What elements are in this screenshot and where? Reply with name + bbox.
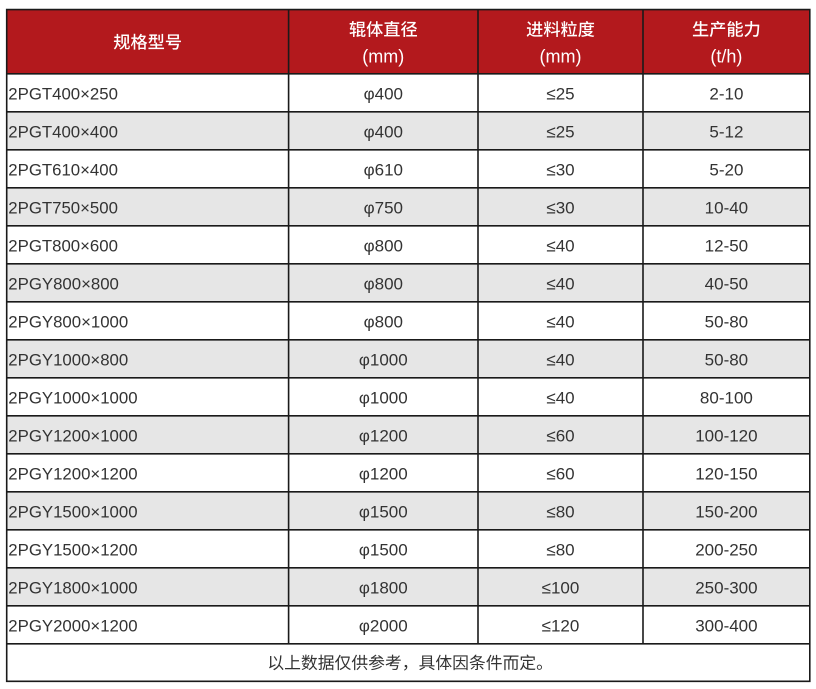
svg-text:φ1500: φ1500 — [359, 540, 408, 559]
svg-text:2PGY2000×1200: 2PGY2000×1200 — [8, 616, 137, 635]
svg-text:2PGY1000×800: 2PGY1000×800 — [8, 350, 128, 369]
svg-text:≤120: ≤120 — [542, 616, 580, 635]
svg-text:150-200: 150-200 — [695, 502, 757, 521]
svg-text:φ400: φ400 — [364, 122, 403, 141]
svg-text:2PGY1500×1200: 2PGY1500×1200 — [8, 540, 137, 559]
svg-text:2PGT400×400: 2PGT400×400 — [8, 122, 118, 141]
svg-text:φ800: φ800 — [364, 274, 403, 293]
svg-text:φ750: φ750 — [364, 198, 403, 217]
svg-text:2PGY1000×1000: 2PGY1000×1000 — [8, 388, 137, 407]
svg-text:φ1500: φ1500 — [359, 502, 408, 521]
svg-text:≤30: ≤30 — [546, 198, 574, 217]
svg-text:φ1200: φ1200 — [359, 426, 408, 445]
svg-text:2PGY1200×1200: 2PGY1200×1200 — [8, 464, 137, 483]
svg-text:2PGT400×250: 2PGT400×250 — [8, 84, 118, 103]
svg-text:(mm): (mm) — [540, 46, 582, 66]
svg-text:120-150: 120-150 — [695, 464, 757, 483]
svg-text:≤100: ≤100 — [542, 578, 580, 597]
svg-text:100-120: 100-120 — [695, 426, 757, 445]
svg-text:2PGT750×500: 2PGT750×500 — [8, 198, 118, 217]
svg-text:≤40: ≤40 — [546, 350, 574, 369]
svg-text:5-12: 5-12 — [709, 122, 743, 141]
svg-text:≤60: ≤60 — [546, 464, 574, 483]
svg-text:2PGY1200×1000: 2PGY1200×1000 — [8, 426, 137, 445]
svg-text:200-250: 200-250 — [695, 540, 757, 559]
svg-text:50-80: 50-80 — [705, 312, 748, 331]
svg-text:2PGY800×1000: 2PGY800×1000 — [8, 312, 128, 331]
svg-text:2PGT610×400: 2PGT610×400 — [8, 160, 118, 179]
svg-text:φ800: φ800 — [364, 312, 403, 331]
svg-text:φ1000: φ1000 — [359, 388, 408, 407]
svg-text:2PGY800×800: 2PGY800×800 — [8, 274, 119, 293]
svg-text:2-10: 2-10 — [709, 84, 743, 103]
svg-text:2PGT800×600: 2PGT800×600 — [8, 236, 118, 255]
svg-text:(t/h): (t/h) — [710, 46, 742, 66]
svg-text:50-80: 50-80 — [705, 350, 748, 369]
svg-text:300-400: 300-400 — [695, 616, 757, 635]
svg-text:φ1800: φ1800 — [359, 578, 408, 597]
svg-text:(mm): (mm) — [362, 46, 404, 66]
svg-text:2PGY1800×1000: 2PGY1800×1000 — [8, 578, 137, 597]
svg-text:80-100: 80-100 — [700, 388, 753, 407]
svg-text:≤80: ≤80 — [546, 540, 574, 559]
svg-text:≤40: ≤40 — [546, 274, 574, 293]
svg-text:≤40: ≤40 — [546, 388, 574, 407]
svg-text:≤30: ≤30 — [546, 160, 574, 179]
svg-text:10-40: 10-40 — [705, 198, 748, 217]
svg-text:5-20: 5-20 — [709, 160, 743, 179]
svg-text:≤25: ≤25 — [546, 122, 574, 141]
svg-text:12-50: 12-50 — [705, 236, 748, 255]
svg-text:2PGY1500×1000: 2PGY1500×1000 — [8, 502, 137, 521]
svg-text:≤40: ≤40 — [546, 312, 574, 331]
svg-text:φ800: φ800 — [364, 236, 403, 255]
svg-text:≤25: ≤25 — [546, 84, 574, 103]
svg-text:φ400: φ400 — [364, 84, 403, 103]
svg-text:φ2000: φ2000 — [359, 616, 408, 635]
svg-text:≤80: ≤80 — [546, 502, 574, 521]
svg-text:≤40: ≤40 — [546, 236, 574, 255]
svg-text:φ610: φ610 — [364, 160, 403, 179]
svg-text:40-50: 40-50 — [705, 274, 748, 293]
svg-text:φ1200: φ1200 — [359, 464, 408, 483]
svg-text:≤60: ≤60 — [546, 426, 574, 445]
svg-text:250-300: 250-300 — [695, 578, 757, 597]
svg-text:φ1000: φ1000 — [359, 350, 408, 369]
